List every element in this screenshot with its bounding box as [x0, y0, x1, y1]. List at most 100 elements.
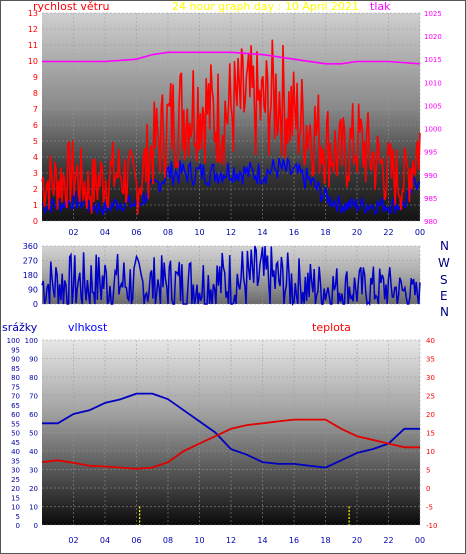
direction-y-tick: 180 [23, 271, 38, 280]
wind-y-tick: 3 [33, 169, 38, 178]
rain-label: srážky [2, 321, 38, 334]
weather-x-tick: 06 [131, 536, 141, 545]
wind-y-tick: 8 [33, 89, 38, 98]
wind-y-tick: 0 [33, 217, 38, 226]
humidity-line [42, 392, 420, 469]
compass-n-bottom: N [440, 305, 449, 319]
wind-y-tick: 6 [33, 121, 38, 130]
weather-x-tick: 14 [257, 536, 267, 545]
pressure-label: tlak [370, 0, 391, 13]
pressure-y-tick: 990 [424, 172, 437, 180]
weather-x-tick: 00 [415, 536, 425, 545]
rain-y-tick: 60 [11, 411, 20, 419]
wind-y-tick: 4 [33, 153, 38, 162]
rain-y-tick: 0 [16, 522, 20, 530]
rain-y-tick: 20 [11, 485, 20, 493]
wind-x-tick: 14 [257, 228, 267, 237]
wind-speed-label: rychlost větru [33, 0, 109, 13]
humidity-y-tick: 90 [29, 356, 38, 364]
humidity-y-tick: 80 [29, 374, 38, 382]
temperature-y-tick: 35 [426, 356, 435, 364]
weather-x-tick: 08 [163, 536, 173, 545]
weather-x-tick: 22 [383, 536, 393, 545]
temperature-y-tick: 40 [426, 337, 435, 345]
rain-y-tick: 80 [11, 374, 20, 382]
rain-y-tick: 25 [11, 476, 20, 484]
humidity-y-tick: 0 [34, 522, 38, 530]
wind-y-tick: 12 [28, 25, 38, 34]
weather-x-tick: 12 [226, 536, 236, 545]
temperature-y-tick: 25 [426, 393, 435, 401]
wind-x-tick: 06 [131, 228, 141, 237]
rain-y-tick: 10 [11, 504, 20, 512]
direction-y-tick: 270 [23, 257, 38, 266]
temperature-y-tick: 15 [426, 430, 435, 438]
wind-x-tick: 12 [226, 228, 236, 237]
direction-y-tick: 360 [23, 242, 38, 251]
wind-average-line [41, 156, 421, 216]
wind-y-tick: 9 [33, 73, 38, 82]
rain-y-tick: 95 [11, 346, 20, 354]
humidity-y-tick: 40 [29, 448, 38, 456]
weather-x-tick: 18 [320, 536, 330, 545]
weather-x-tick: 04 [100, 536, 110, 545]
rain-y-tick: 85 [11, 365, 20, 373]
pressure-y-tick: 1020 [424, 33, 442, 41]
rain-y-tick: 35 [11, 457, 20, 465]
humidity-y-tick: 20 [29, 485, 38, 493]
pressure-line [42, 51, 421, 65]
rain-y-tick: 65 [11, 402, 20, 410]
wind-x-tick: 20 [352, 228, 362, 237]
rain-y-tick: 55 [11, 420, 20, 428]
wind-y-tick: 10 [28, 57, 38, 66]
wind-x-tick: 18 [320, 228, 330, 237]
rain-y-tick: 5 [16, 513, 20, 521]
wind-y-tick: 13 [28, 9, 38, 18]
compass-e: E [440, 289, 448, 303]
temperature-label: teplota [312, 321, 351, 334]
rain-y-tick: 50 [11, 430, 20, 438]
pressure-y-tick: 1010 [424, 79, 442, 87]
humidity-y-tick: 10 [29, 504, 38, 512]
wind-x-tick: 22 [383, 228, 393, 237]
humidity-y-tick: 100 [25, 337, 38, 345]
rain-y-tick: 90 [11, 356, 20, 364]
humidity-label: vlhkost [68, 321, 108, 334]
pressure-y-tick: 980 [424, 218, 437, 226]
compass-w: W [438, 256, 450, 270]
direction-y-tick: 90 [28, 286, 38, 295]
pressure-y-tick: 1025 [424, 10, 442, 18]
direction-y-tick: 0 [33, 300, 38, 309]
humidity-y-tick: 50 [29, 430, 38, 438]
temperature-y-tick: -10 [426, 522, 437, 530]
wind-y-tick: 2 [33, 185, 38, 194]
temperature-y-tick: 5 [426, 467, 430, 475]
wind-y-tick: 7 [33, 105, 38, 114]
wind-y-tick: 11 [28, 41, 38, 50]
wind-x-tick: 00 [415, 228, 425, 237]
rain-y-tick: 30 [11, 467, 20, 475]
pressure-y-tick: 1000 [424, 126, 442, 134]
temperature-y-tick: 30 [426, 374, 435, 382]
wind-x-tick: 02 [68, 228, 78, 237]
compass-s: S [440, 273, 448, 287]
temperature-y-tick: 0 [426, 485, 430, 493]
wind-x-tick: 04 [100, 228, 110, 237]
humidity-y-tick: 60 [29, 411, 38, 419]
rain-y-tick: 40 [11, 448, 20, 456]
compass-n-top: N [440, 239, 449, 253]
temperature-y-tick: 10 [426, 448, 435, 456]
pressure-y-tick: 1015 [424, 56, 442, 64]
weather-x-tick: 02 [68, 536, 78, 545]
pressure-y-tick: 995 [424, 149, 437, 157]
humidity-y-tick: 30 [29, 467, 38, 475]
wind-y-tick: 1 [33, 201, 38, 210]
rain-y-tick: 100 [7, 337, 20, 345]
temperature-line [41, 418, 420, 470]
weather-x-tick: 20 [352, 536, 362, 545]
temperature-y-tick: -5 [426, 504, 433, 512]
wind-x-tick: 10 [194, 228, 204, 237]
chart-title: 24 hour graph day : 10 April 2021 [172, 0, 359, 13]
